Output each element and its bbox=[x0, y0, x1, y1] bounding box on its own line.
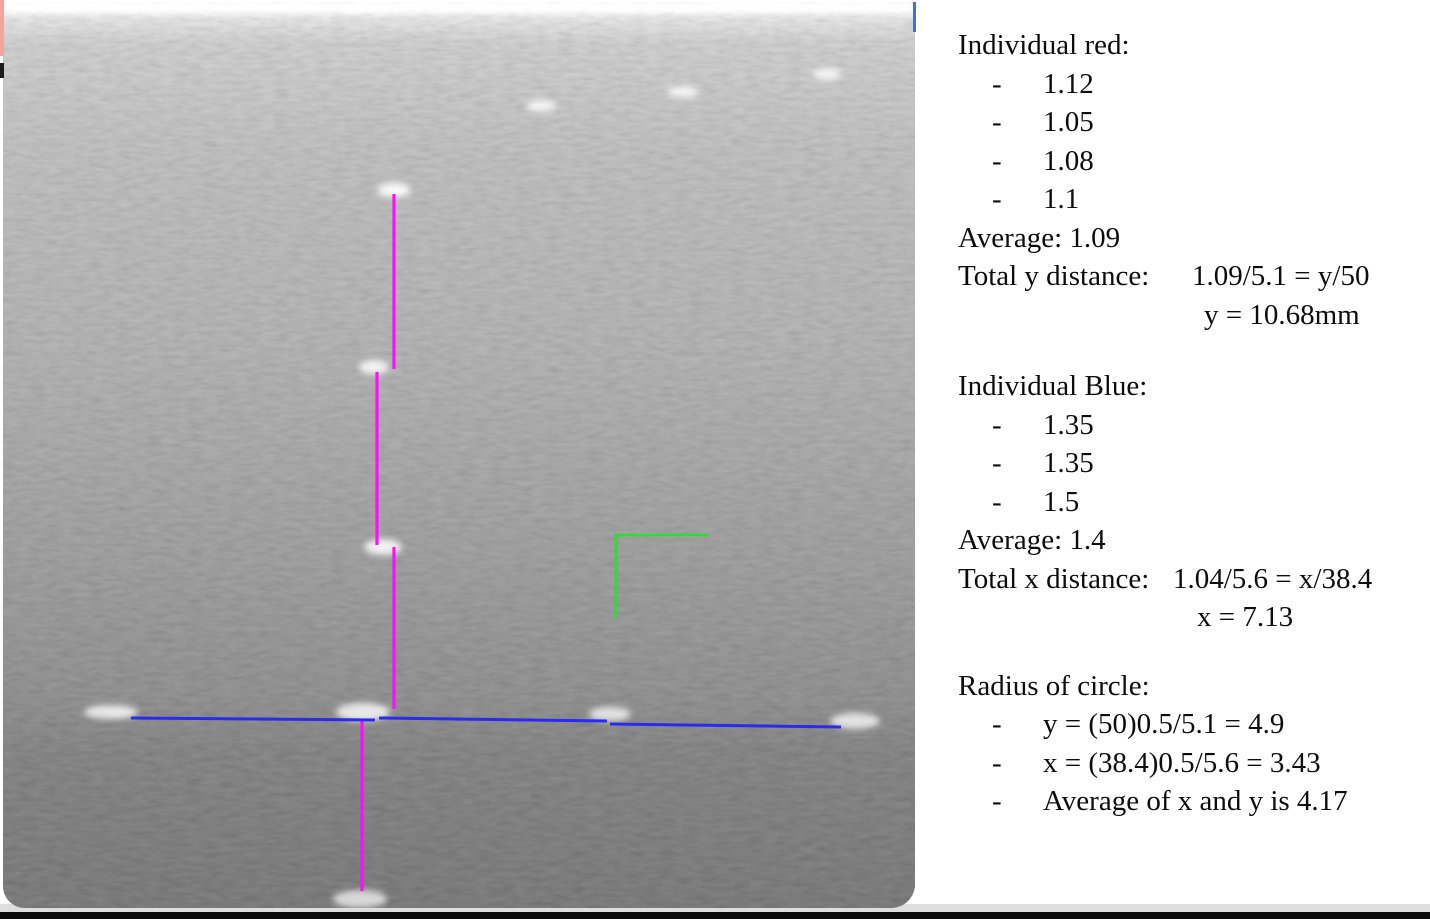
bullet-dash: - bbox=[992, 485, 1002, 518]
radius-item: - x = (38.4)0.5/5.6 = 3.43 bbox=[958, 744, 1428, 783]
radius-block: Radius of circle: - y = (50)0.5/5.1 = 4.… bbox=[958, 667, 1428, 821]
echo-dot bbox=[359, 360, 389, 374]
bullet-dash: - bbox=[992, 408, 1002, 441]
echo-dot bbox=[84, 705, 138, 719]
bullet-dash: - bbox=[992, 746, 1002, 779]
blue-measurements-title: Individual Blue: bbox=[958, 370, 1148, 402]
green-bracket-lines bbox=[614, 533, 709, 618]
magenta-calipers bbox=[360, 194, 396, 891]
red-measurement-value: 1.1 bbox=[1043, 183, 1080, 215]
echo-dot bbox=[589, 707, 631, 721]
blue-caliper-segment-3 bbox=[609, 722, 842, 729]
echo-dot bbox=[830, 713, 880, 729]
red-total-expression: 1.09/5.1 = y/50 bbox=[1192, 260, 1370, 292]
radius-title: Radius of circle: bbox=[958, 669, 1150, 702]
bullet-dash: - bbox=[992, 183, 1002, 215]
speckle-noise-light bbox=[3, 2, 915, 908]
blue-total-expression: 1.04/5.6 = x/38.4 bbox=[1173, 562, 1373, 595]
red-measurement-value: 1.12 bbox=[1043, 67, 1094, 100]
red-average: Average: 1.09 bbox=[958, 221, 1121, 254]
red-measurement-item: - 1.12 bbox=[958, 65, 1428, 104]
red-measurement-item: - 1.1 bbox=[958, 180, 1428, 219]
blue-measurement-item: - 1.35 bbox=[958, 406, 1428, 445]
echo-dot bbox=[364, 539, 402, 555]
red-measurements-block: Individual red: - 1.12 - 1.05 - 1.08 - 1… bbox=[958, 26, 1428, 334]
echo-dot bbox=[526, 100, 556, 112]
blue-measurement-value: 1.35 bbox=[1043, 408, 1094, 441]
echo-dot bbox=[813, 68, 841, 80]
blue-caliper-segment-1 bbox=[130, 716, 376, 722]
red-total-line: Total y distance: 1.09/5.1 = y/50 bbox=[958, 257, 1428, 296]
radius-item: - Average of x and y is 4.17 bbox=[958, 782, 1428, 821]
echo-dot bbox=[668, 86, 698, 98]
blue-measurement-value: 1.5 bbox=[1043, 485, 1080, 518]
radius-item: - y = (50)0.5/5.1 = 4.9 bbox=[958, 705, 1428, 744]
ultrasound-canvas bbox=[3, 2, 915, 908]
bullet-dash: - bbox=[992, 144, 1002, 177]
radius-average: Average of x and y is 4.17 bbox=[1043, 785, 1348, 817]
blue-measurement-item: - 1.35 bbox=[958, 444, 1428, 483]
left-edge-mark bbox=[0, 63, 4, 78]
blue-total-label: Total x distance: bbox=[958, 562, 1150, 595]
red-measurement-value: 1.05 bbox=[1043, 106, 1094, 138]
near-field-band bbox=[3, 2, 915, 13]
blue-measurement-value: 1.35 bbox=[1043, 447, 1094, 479]
measurement-notes: Individual red: - 1.12 - 1.05 - 1.08 - 1… bbox=[958, 26, 1428, 821]
blue-measurement-item: - 1.5 bbox=[958, 483, 1428, 522]
radius-x-equation: x = (38.4)0.5/5.6 = 3.43 bbox=[1043, 746, 1321, 779]
blue-measurements-block: Individual Blue: - 1.35 - 1.35 - 1.5 Ave… bbox=[958, 367, 1428, 637]
red-measurement-item: - 1.08 bbox=[958, 142, 1428, 181]
bullet-dash: - bbox=[992, 67, 1002, 100]
ultrasound-image bbox=[3, 2, 915, 908]
blue-total-line: Total x distance: 1.04/5.6 = x/38.4 bbox=[958, 560, 1428, 599]
bullet-dash: - bbox=[992, 708, 1002, 740]
blue-caliper-segment-2 bbox=[378, 716, 608, 723]
bullet-dash: - bbox=[992, 106, 1002, 138]
echo-dots bbox=[84, 68, 880, 908]
echo-dot bbox=[333, 890, 387, 908]
red-measurements-title: Individual red: bbox=[958, 29, 1130, 61]
green-bracket bbox=[614, 533, 709, 618]
left-edge-red-artifact bbox=[0, 0, 4, 56]
bottom-gray-strip bbox=[0, 904, 1430, 913]
echo-dot bbox=[377, 183, 411, 197]
red-total-result: y = 10.68mm bbox=[1204, 298, 1360, 331]
red-total-label: Total y distance: bbox=[958, 260, 1150, 292]
bullet-dash: - bbox=[992, 785, 1002, 817]
radius-y-equation: y = (50)0.5/5.1 = 4.9 bbox=[1043, 708, 1285, 740]
top-right-blue-tick bbox=[913, 2, 916, 32]
red-measurement-value: 1.08 bbox=[1043, 144, 1094, 177]
bullet-dash: - bbox=[992, 447, 1002, 479]
blue-total-result: x = 7.13 bbox=[1197, 601, 1294, 633]
red-measurement-item: - 1.05 bbox=[958, 103, 1428, 142]
bottom-black-bar bbox=[0, 912, 1430, 919]
blue-calipers bbox=[130, 716, 842, 729]
echo-dot bbox=[336, 703, 390, 721]
blue-average: Average: 1.4 bbox=[958, 524, 1106, 556]
